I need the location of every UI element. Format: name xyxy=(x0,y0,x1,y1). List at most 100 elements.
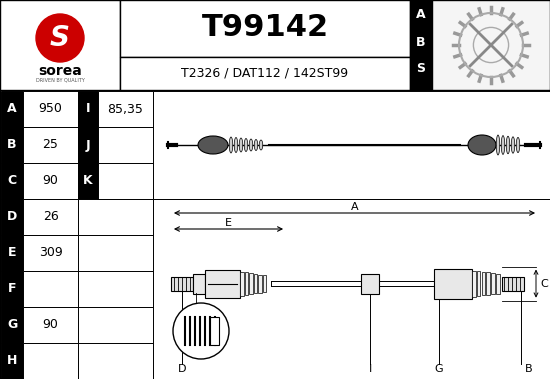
Bar xyxy=(98,127,153,163)
Bar xyxy=(1,163,23,199)
Bar xyxy=(1,199,23,235)
Text: S: S xyxy=(50,24,70,52)
Bar xyxy=(120,0,410,57)
Bar xyxy=(240,272,244,296)
Ellipse shape xyxy=(506,136,510,154)
Text: B: B xyxy=(7,138,16,152)
Text: A: A xyxy=(416,8,426,22)
Bar xyxy=(258,275,261,293)
Text: T99142: T99142 xyxy=(201,14,328,42)
Text: 90: 90 xyxy=(42,318,58,332)
Bar xyxy=(432,0,550,90)
Bar xyxy=(361,274,379,294)
Bar xyxy=(1,127,23,163)
Bar xyxy=(205,269,240,298)
Circle shape xyxy=(173,303,229,359)
Ellipse shape xyxy=(249,139,253,151)
Circle shape xyxy=(36,14,84,62)
Text: I: I xyxy=(368,364,372,374)
Text: 85,35: 85,35 xyxy=(108,102,144,116)
Bar xyxy=(171,277,193,291)
Bar xyxy=(23,127,78,163)
Bar xyxy=(23,91,78,127)
Ellipse shape xyxy=(239,138,243,152)
Bar xyxy=(249,273,252,294)
Bar xyxy=(1,343,23,379)
Text: F: F xyxy=(8,282,16,296)
Ellipse shape xyxy=(244,138,248,152)
Bar xyxy=(78,343,153,379)
Bar xyxy=(23,199,78,235)
Text: 25: 25 xyxy=(42,138,58,152)
Text: T2326 / DAT112 / 142ST99: T2326 / DAT112 / 142ST99 xyxy=(182,66,349,80)
Bar xyxy=(23,343,78,379)
Bar xyxy=(78,199,153,235)
Ellipse shape xyxy=(259,140,263,150)
Ellipse shape xyxy=(468,135,496,155)
Text: sorea: sorea xyxy=(38,64,82,78)
Bar xyxy=(153,91,550,199)
Bar xyxy=(153,199,550,379)
Bar xyxy=(78,235,153,271)
Bar xyxy=(496,274,499,294)
Bar xyxy=(23,235,78,271)
Text: C: C xyxy=(540,279,548,288)
Ellipse shape xyxy=(516,138,520,153)
Bar xyxy=(502,277,524,291)
Text: G: G xyxy=(434,364,443,374)
Bar xyxy=(482,272,485,295)
Bar xyxy=(410,0,432,90)
Bar xyxy=(477,271,480,296)
Bar xyxy=(1,91,23,127)
Bar xyxy=(23,307,78,343)
Text: 309: 309 xyxy=(39,246,62,260)
Bar xyxy=(120,57,410,90)
Bar xyxy=(1,235,23,271)
Bar xyxy=(23,163,78,199)
Text: E: E xyxy=(225,218,232,228)
Bar xyxy=(78,91,98,127)
Ellipse shape xyxy=(229,137,233,153)
Bar xyxy=(193,274,205,294)
Text: A: A xyxy=(351,202,358,212)
Bar xyxy=(23,271,78,307)
Bar xyxy=(491,273,494,294)
Text: I: I xyxy=(86,102,90,116)
Text: A: A xyxy=(7,102,17,116)
Text: D: D xyxy=(7,210,17,224)
Bar xyxy=(78,271,153,307)
Text: B: B xyxy=(416,36,426,49)
Ellipse shape xyxy=(512,137,515,153)
Bar xyxy=(434,269,472,299)
Text: B: B xyxy=(525,364,533,374)
Bar xyxy=(1,307,23,343)
Bar xyxy=(210,317,219,345)
Bar xyxy=(78,307,153,343)
Bar xyxy=(98,163,153,199)
Text: E: E xyxy=(8,246,16,260)
Bar xyxy=(486,273,490,295)
Text: G: G xyxy=(7,318,17,332)
Bar xyxy=(245,273,248,295)
Text: C: C xyxy=(8,174,16,188)
Bar xyxy=(0,0,120,90)
Bar xyxy=(98,91,153,127)
Text: DRIVEN BY QUALITY: DRIVEN BY QUALITY xyxy=(36,77,85,83)
Text: 26: 26 xyxy=(43,210,58,224)
Bar xyxy=(78,127,98,163)
Bar xyxy=(1,271,23,307)
Bar xyxy=(262,276,266,292)
Ellipse shape xyxy=(496,135,500,155)
Ellipse shape xyxy=(234,138,238,152)
Text: H: H xyxy=(7,354,17,368)
Text: 950: 950 xyxy=(39,102,63,116)
Ellipse shape xyxy=(254,139,258,150)
Text: D: D xyxy=(178,364,186,374)
Text: J: J xyxy=(86,138,90,152)
Text: 90: 90 xyxy=(42,174,58,188)
Ellipse shape xyxy=(501,136,505,154)
Bar xyxy=(472,271,476,297)
Text: K: K xyxy=(83,174,93,188)
Bar xyxy=(78,163,98,199)
Text: S: S xyxy=(416,63,426,75)
